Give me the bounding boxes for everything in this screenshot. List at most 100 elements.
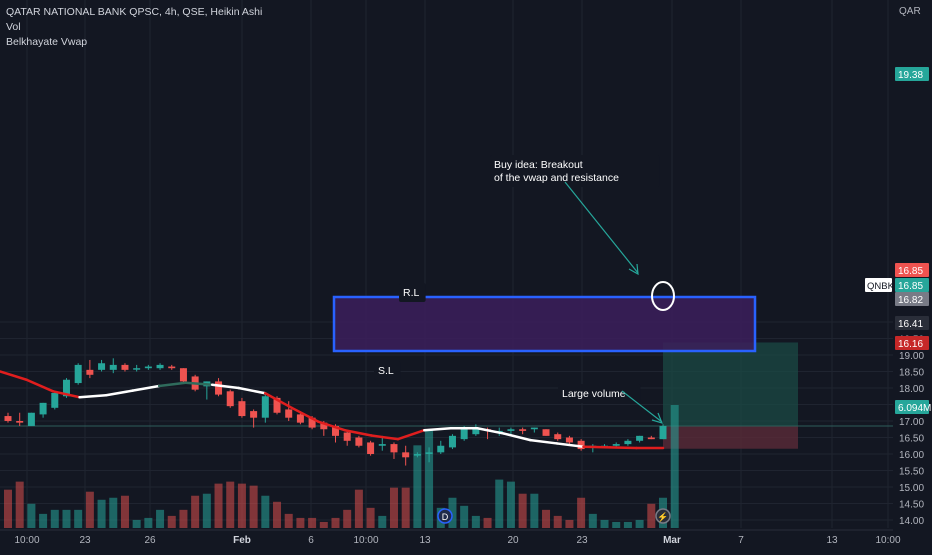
buy-idea-arrow (564, 181, 639, 274)
time-tick-label: 10:00 (353, 535, 378, 546)
candle-body (98, 363, 106, 370)
dividend-event-icon (437, 508, 453, 524)
volume-bar (109, 497, 118, 528)
volume-bar (495, 479, 504, 528)
candle-body (472, 427, 480, 435)
volume-bar (273, 501, 282, 528)
time-tick-label: Mar (663, 535, 681, 546)
resistance-label-bg (399, 283, 426, 302)
candle-body (554, 434, 562, 440)
buy-idea-label-bg (490, 155, 660, 187)
volume-bar (623, 521, 632, 528)
candle-body (542, 429, 550, 436)
candle-body (285, 409, 293, 418)
vwap-segment (423, 427, 453, 432)
stop-price-tag: 16.16 (898, 339, 923, 350)
candle-body (390, 444, 398, 453)
vwap-segment (104, 389, 134, 397)
vwap-segment (290, 406, 320, 423)
time-tick-label: 20 (507, 535, 519, 546)
volume-bar (308, 517, 317, 528)
volume-price-tag: 6.094M (898, 403, 931, 414)
vwap-segment (555, 442, 585, 448)
price-tick-label: 15.50 (899, 467, 924, 478)
volume-bar (518, 493, 527, 528)
volume-bar (120, 495, 129, 528)
candle-body (273, 397, 281, 413)
vwap-segment (476, 427, 506, 435)
candle-body (577, 440, 585, 450)
time-tick-label: 26 (144, 535, 156, 546)
candle-body (355, 437, 363, 446)
volume-bar (4, 489, 12, 528)
stop-loss-label: S.L (378, 365, 394, 377)
candle-body (121, 364, 129, 370)
vwap-segment (316, 420, 347, 432)
price-tick-label: 18.50 (899, 368, 924, 379)
price-tick-label: 19.00 (899, 351, 924, 362)
target-price-tag-bg (895, 67, 929, 81)
vwap-segment (0, 370, 28, 381)
candle-body (156, 364, 164, 369)
candle-body (437, 445, 445, 453)
range-box-fill (334, 297, 755, 351)
time-tick-label: 10:00 (14, 535, 39, 546)
symbol-title[interactable]: QATAR NATIONAL BANK QPSC, 4h, QSE, Heiki… (6, 6, 263, 18)
volume-bar (401, 487, 410, 528)
volume-bar (74, 509, 83, 528)
current-price-tag-bg (895, 278, 929, 292)
vwap-segment (210, 383, 240, 390)
vwap-segment (184, 381, 214, 386)
indicator-vwap[interactable]: Belkhayate Vwap (6, 36, 88, 48)
volume-bar (565, 519, 574, 528)
time-tick-label: 7 (738, 535, 744, 546)
candle-body (179, 368, 187, 382)
candle-body (51, 392, 59, 408)
candle-body (460, 429, 468, 440)
indicator-volume[interactable]: Vol (6, 21, 21, 33)
volume-bar (506, 481, 515, 528)
volume-bar (132, 519, 141, 528)
candle-body (659, 425, 667, 440)
vwap-segment (51, 390, 81, 399)
candle-body (378, 444, 386, 446)
volume-bar (144, 517, 153, 528)
vwap-segment (582, 445, 612, 449)
time-tick-label: Feb (233, 535, 251, 546)
volume-bar (156, 509, 165, 528)
entry-high-price-tag-bg (895, 263, 929, 277)
vwap-price-tag: 16.41 (898, 319, 923, 330)
volume-bar (319, 521, 328, 528)
volume-bar (27, 503, 36, 528)
volume-bar (530, 493, 539, 528)
candle-body (4, 416, 12, 421)
volume-bar (261, 495, 270, 528)
candle-body (27, 412, 35, 426)
stop-zone (663, 425, 798, 449)
candle-body (144, 366, 152, 369)
volume-bar (389, 487, 398, 528)
time-tick-label: 13 (419, 535, 431, 546)
price-tick-label: 15.00 (899, 483, 924, 494)
volume-bar (577, 497, 586, 528)
volume-bar (97, 499, 106, 528)
candle-body (530, 427, 538, 430)
vwap-price-tag-bg (895, 316, 929, 330)
candle-body (62, 379, 70, 397)
candle-body (636, 435, 644, 441)
volume-bar (670, 405, 679, 528)
volume-bar (647, 503, 656, 528)
price-tick-label: 14.00 (899, 516, 924, 527)
vwap-segment (78, 394, 108, 399)
candle-body (332, 425, 339, 436)
candle-body (109, 364, 117, 370)
dividend-event-letter: D (442, 512, 449, 522)
volume-bar (343, 509, 352, 528)
volume-bar (378, 515, 387, 528)
stop-price-tag-bg (895, 336, 929, 350)
volume-bar (483, 517, 492, 528)
volume-bar (460, 505, 469, 528)
volume-bar (249, 485, 258, 528)
